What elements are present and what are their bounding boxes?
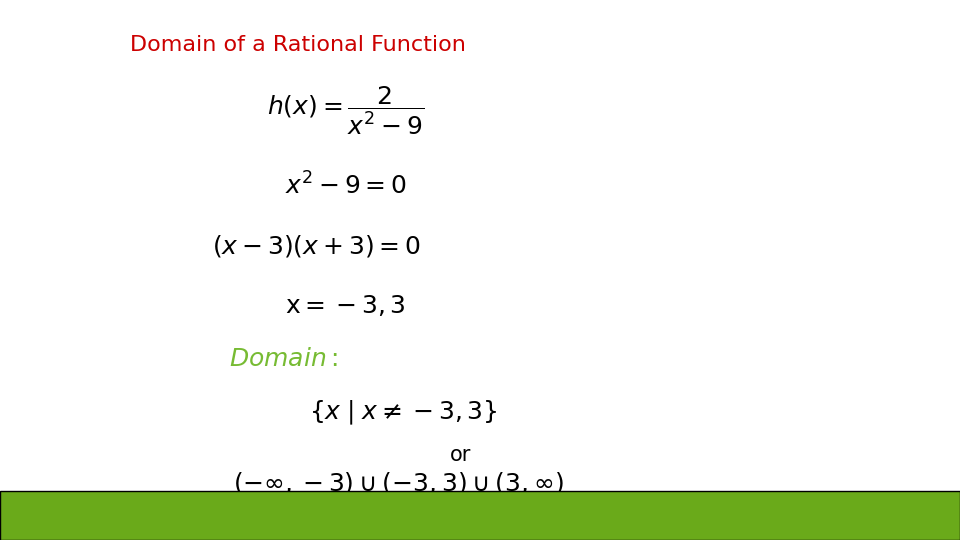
Text: or: or xyxy=(450,444,471,465)
Text: $\{x \mid x \neq -3, 3\}$: $\{x \mid x \neq -3, 3\}$ xyxy=(309,399,497,427)
Text: $(x - 3)(x + 3) = 0$: $(x - 3)(x + 3) = 0$ xyxy=(212,233,421,259)
Text: $(-\infty, -3) \cup (-3, 3) \cup (3, \infty)$: $(-\infty, -3) \cup (-3, 3) \cup (3, \in… xyxy=(233,470,564,496)
Text: $\mathit{Domain}:$: $\mathit{Domain}:$ xyxy=(228,347,338,371)
FancyBboxPatch shape xyxy=(0,491,960,540)
Text: $x^2 - 9 = 0$: $x^2 - 9 = 0$ xyxy=(284,173,407,200)
Text: $\mathrm{x} = -3, 3$: $\mathrm{x} = -3, 3$ xyxy=(285,293,406,318)
Text: $h(x) = \dfrac{2}{x^2 - 9}$: $h(x) = \dfrac{2}{x^2 - 9}$ xyxy=(267,85,424,137)
Text: Domain of a Rational Function: Domain of a Rational Function xyxy=(130,35,466,55)
